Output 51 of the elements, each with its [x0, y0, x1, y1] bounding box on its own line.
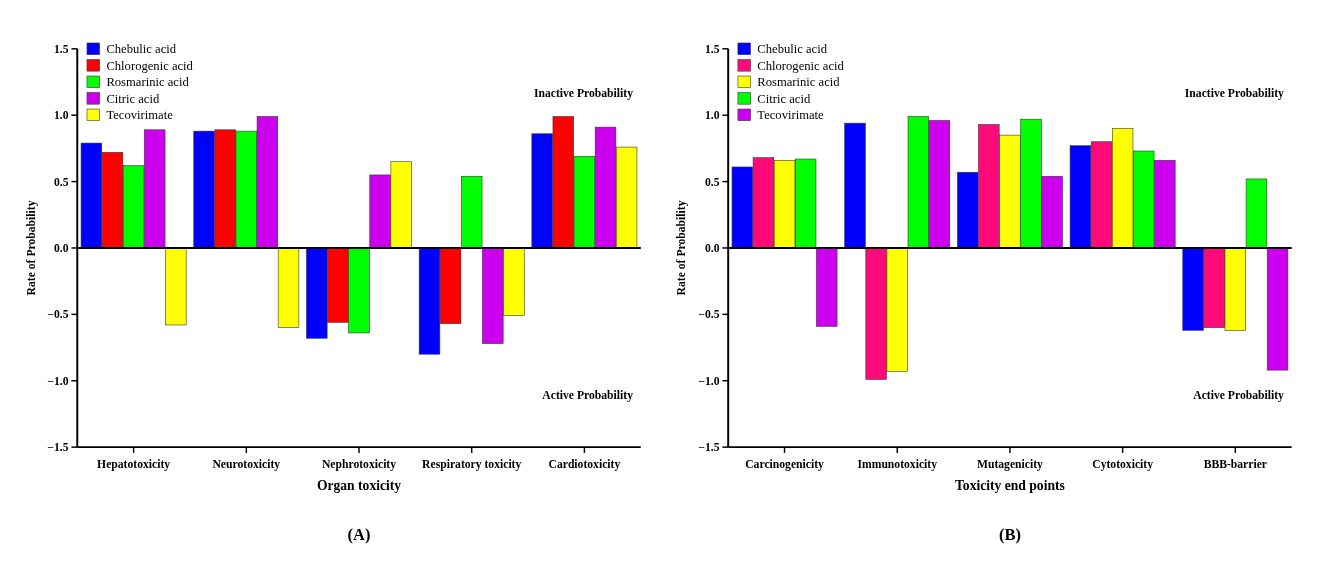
bar	[816, 247, 838, 327]
annotation: Active Probability	[1193, 389, 1285, 403]
y-tick-label: 1.5	[53, 42, 69, 56]
legend-label: Chlorogenic acid	[106, 58, 194, 73]
x-tick-label: Mutagenicity	[976, 458, 1044, 472]
legend-label: Chlorogenic acid	[757, 58, 845, 73]
x-axis-title: Organ toxicity	[316, 477, 402, 493]
x-tick-label: Immunotoxicity	[857, 458, 938, 472]
bar	[1266, 247, 1289, 371]
x-axis-title: Toxicity end points	[955, 477, 1065, 493]
y-tick-label: −1.5	[47, 441, 69, 455]
legend-label: Chebulic acid	[757, 42, 828, 57]
annotation: Active Probability	[542, 389, 634, 403]
y-tick-label: 0.0	[704, 242, 720, 256]
y-tick-label: 1.0	[704, 109, 720, 123]
legend-label: Tecovirimate	[106, 108, 174, 123]
legend-label: Chebulic acid	[106, 42, 177, 57]
bar	[165, 247, 187, 326]
annotation: Inactive Probability	[533, 86, 634, 100]
y-tick-label: 1.5	[704, 42, 720, 56]
y-tick-label: −1.0	[47, 374, 69, 388]
y-axis-title: Rate of Probability	[675, 200, 689, 296]
text: (A)	[347, 525, 371, 545]
x-tick-label: Nephrotoxicity	[321, 458, 397, 472]
x-tick-label: Respiratory toxicity	[422, 458, 522, 472]
bar	[844, 122, 866, 249]
x-tick-label: Neurotoxicity	[212, 458, 281, 472]
y-tick-label: −0.5	[47, 308, 69, 322]
x-tick-label: Hepatotoxicity	[97, 458, 171, 472]
legend-label: Citric acid	[106, 91, 160, 106]
x-tick-label: Cardiotoxicity	[548, 458, 621, 472]
legend-label: Tecovirimate	[757, 108, 825, 123]
y-axis-title: Rate of Probability	[24, 200, 38, 296]
x-tick-label: BBB-barrier	[1203, 458, 1268, 472]
bar	[461, 175, 483, 249]
annotation: Inactive Probability	[1184, 86, 1285, 100]
legend-label: Rosmarinic acid	[106, 75, 190, 90]
y-tick-label: −0.5	[698, 308, 720, 322]
y-tick-label: 0.0	[53, 242, 69, 256]
y-tick-label: −1.5	[698, 441, 720, 455]
text: (B)	[998, 525, 1021, 545]
bar	[277, 247, 300, 328]
bar	[1245, 178, 1268, 249]
legend-label: Rosmarinic acid	[757, 75, 841, 90]
y-tick-label: −1.0	[698, 374, 720, 388]
legend-label: Citric acid	[757, 91, 811, 106]
y-tick-label: 0.5	[53, 175, 69, 189]
x-tick-label: Cytotoxicity	[1092, 458, 1154, 472]
y-tick-label: 1.0	[53, 109, 69, 123]
y-tick-label: 0.5	[704, 175, 720, 189]
x-tick-label: Carcinogenicity	[745, 458, 825, 472]
